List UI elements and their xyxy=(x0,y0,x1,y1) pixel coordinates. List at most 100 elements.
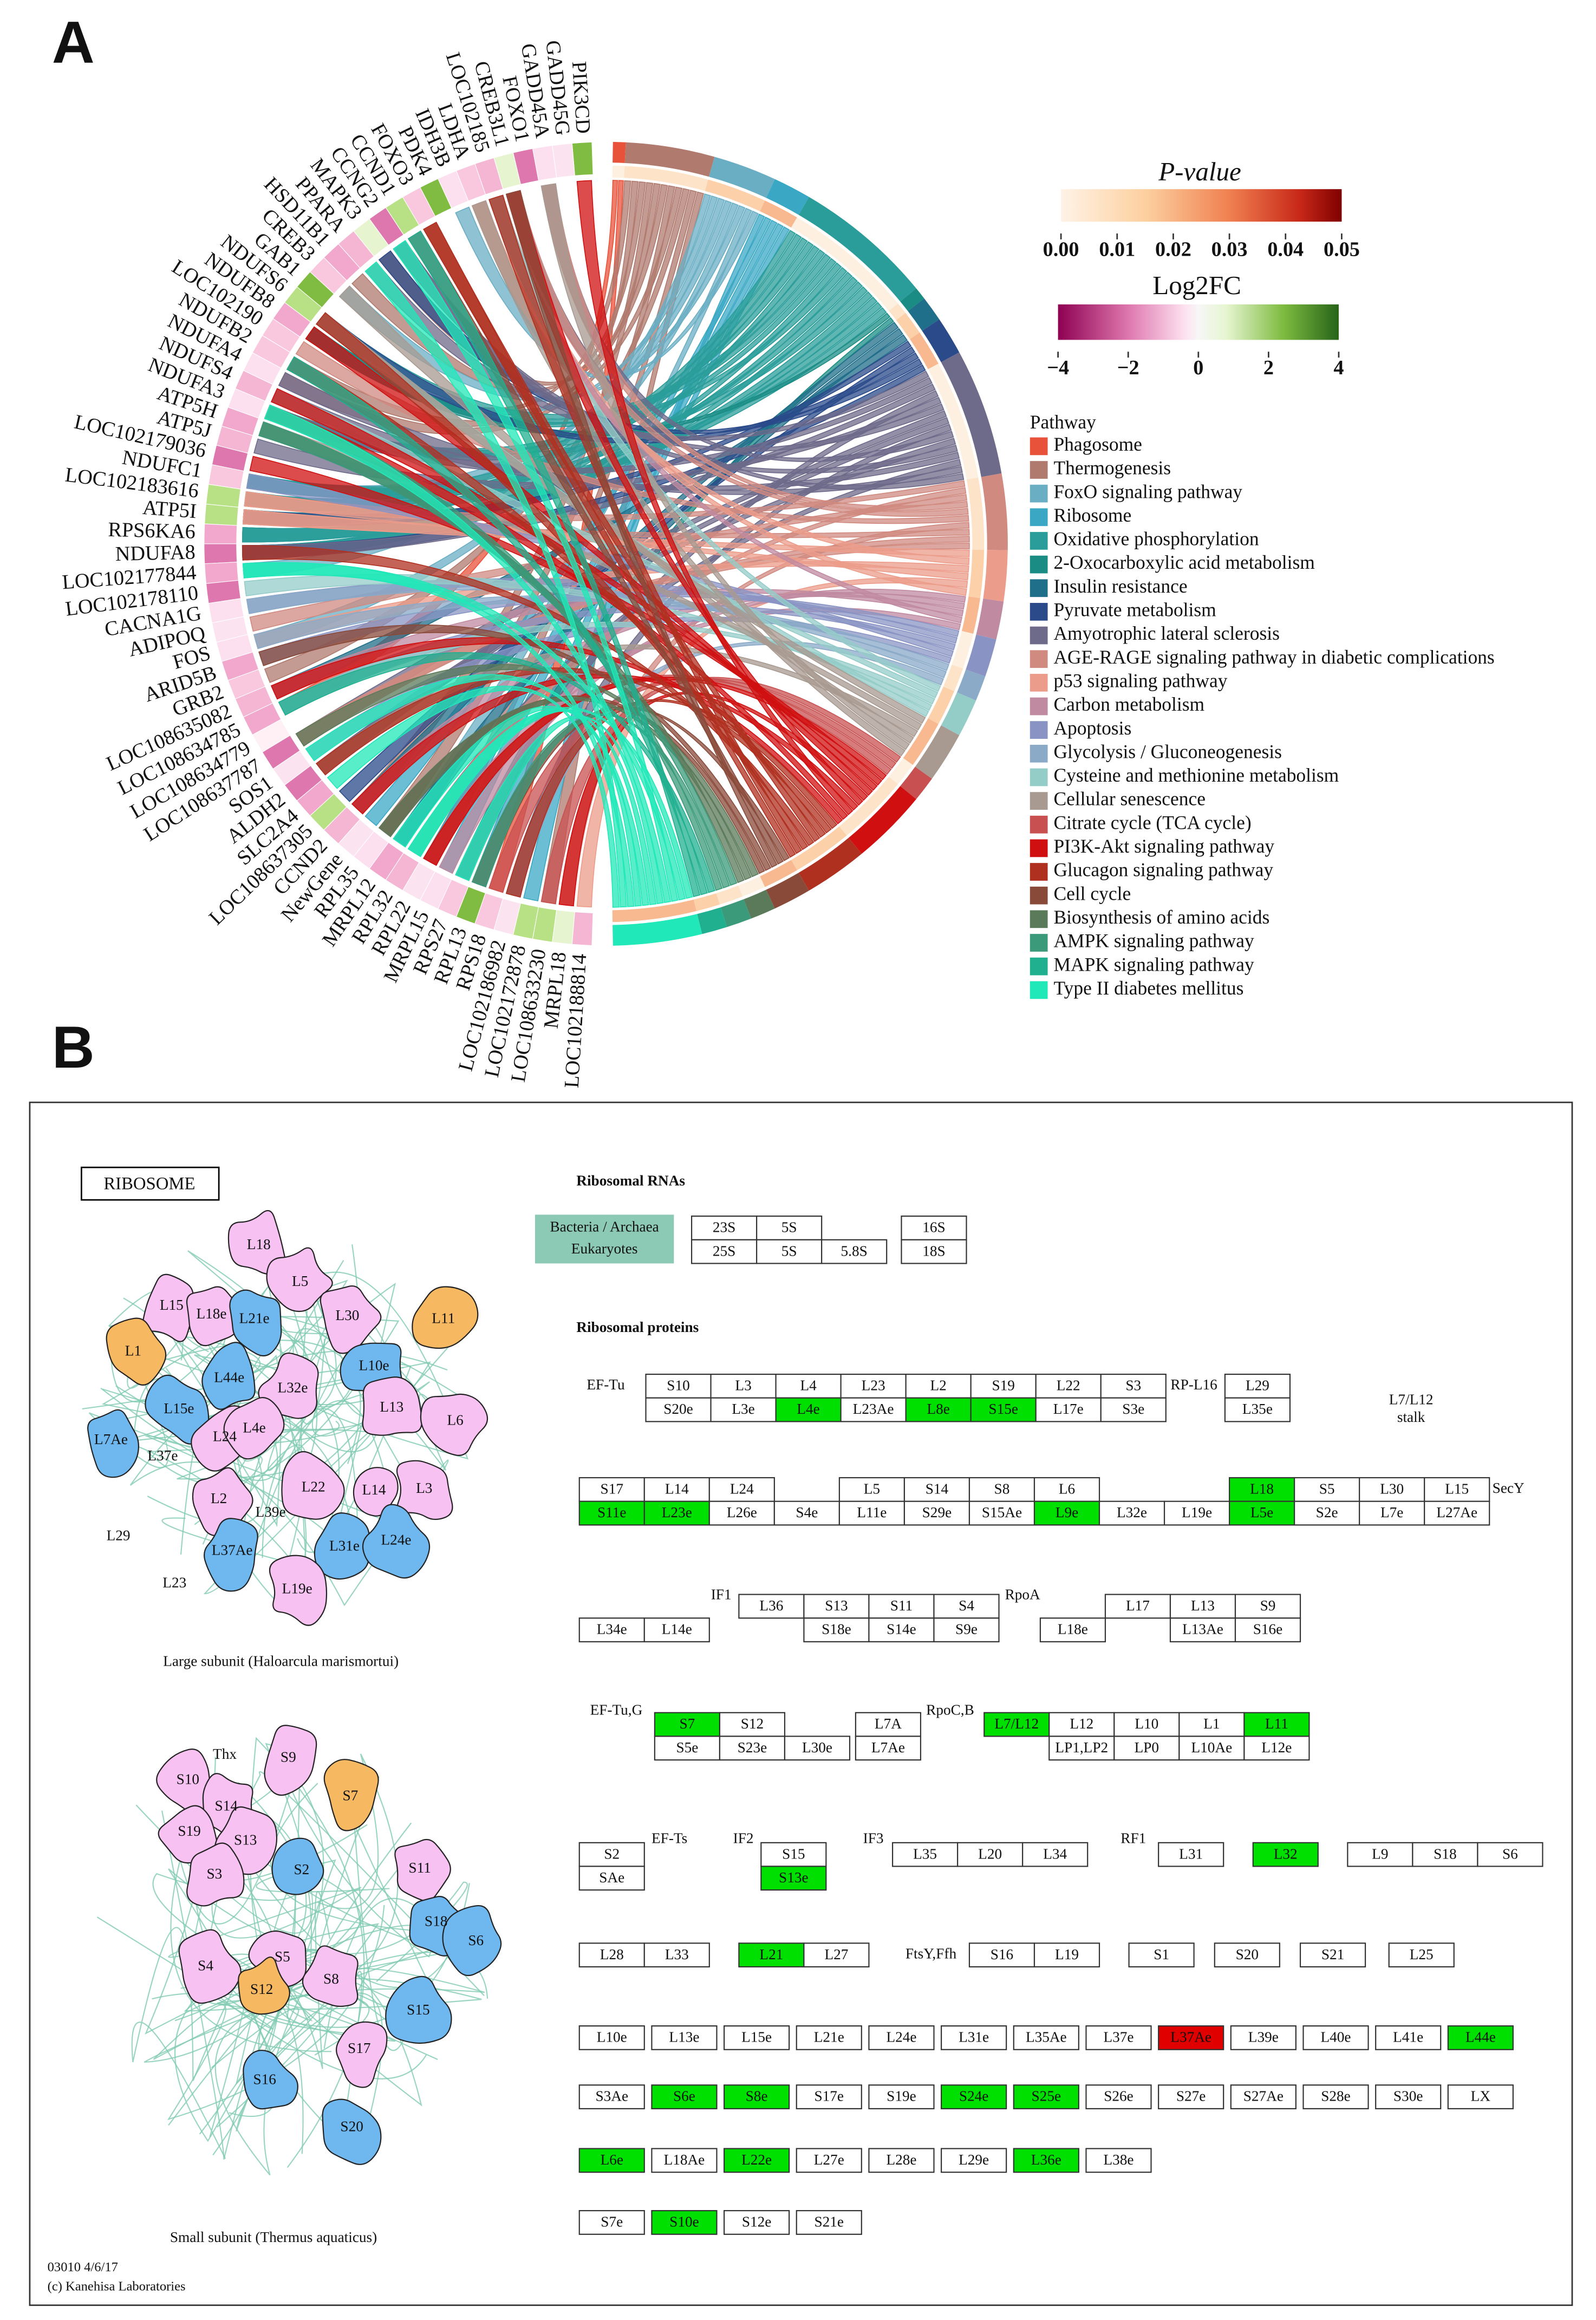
protein-blob xyxy=(178,1929,242,2004)
gene-box-label: L10 xyxy=(1135,1715,1158,1732)
heatmap-cell xyxy=(338,819,375,857)
heatmap-cell xyxy=(234,686,273,718)
gene-box-label: L4 xyxy=(800,1377,817,1394)
heatmap-cell xyxy=(243,703,282,736)
heatmap-cell xyxy=(205,580,241,604)
heatmap-cell xyxy=(204,562,239,584)
legend-swatch xyxy=(1030,957,1048,976)
gene-box xyxy=(719,1712,786,1737)
legend-swatch xyxy=(1030,981,1048,999)
gene-box-label: S7e xyxy=(601,2214,623,2230)
gene-box-label: S8 xyxy=(994,1480,1010,1497)
pathway-arc xyxy=(744,889,775,919)
gene-box xyxy=(933,1617,1000,1642)
protein-blob xyxy=(269,1555,328,1626)
gene-box-label: L28e xyxy=(886,2152,916,2168)
gene-box-label: 16S xyxy=(922,1219,945,1236)
pathway-arc xyxy=(697,907,727,934)
pathway-arc xyxy=(720,899,752,927)
pvalue-arc xyxy=(928,686,955,724)
gene-box xyxy=(643,1477,710,1502)
colorbar-tick-label: 0.04 xyxy=(1267,238,1304,261)
heatmap-cell xyxy=(369,842,404,881)
gene-box-label: L36 xyxy=(759,1597,783,1614)
gene-box-label: L9e xyxy=(1056,1504,1078,1520)
legend-label: Amyotrophic lateral sclerosis xyxy=(1053,622,1279,644)
gene-box-label: L34e xyxy=(597,1621,627,1637)
gene-box-label: S10e xyxy=(669,2214,699,2230)
heatmap-cell xyxy=(552,909,575,945)
gene-box-label: L39e xyxy=(1248,2029,1279,2045)
heatmap-cell xyxy=(353,218,389,257)
protein-label: L18e xyxy=(196,1305,226,1322)
protein-label: S20 xyxy=(340,2118,363,2135)
gene-box-label: S16 xyxy=(991,1946,1013,1962)
gene-box xyxy=(1158,2084,1224,2109)
chord xyxy=(407,230,701,898)
pvalue-arc xyxy=(705,179,765,212)
gene-box-label: LP1,LP2 xyxy=(1055,1739,1108,1756)
gene-box xyxy=(1477,1842,1543,1867)
side-label: RpoA xyxy=(1005,1587,1040,1603)
heatmap-cell xyxy=(221,406,259,436)
legend-swatch xyxy=(1030,484,1048,503)
gene-box xyxy=(941,2025,1007,2050)
gene-box-label: S27Ae xyxy=(1243,2088,1284,2104)
legend-swatch xyxy=(1030,910,1048,928)
gene-box xyxy=(773,1500,840,1526)
gene-box-label: L9 xyxy=(1372,1845,1388,1862)
side-label: SecY xyxy=(1493,1480,1525,1496)
legend-label: Carbon metabolism xyxy=(1053,693,1204,715)
chord xyxy=(576,180,854,816)
protein-label: S2 xyxy=(294,1861,309,1877)
chord xyxy=(488,194,803,854)
colorbar-tick-label: 0.01 xyxy=(1099,238,1135,261)
chord xyxy=(286,356,708,895)
gene-box-label: L11e xyxy=(857,1504,887,1520)
protein-label: S13 xyxy=(234,1831,257,1848)
gene-box xyxy=(1424,1500,1490,1526)
protein-label: S14 xyxy=(215,1798,238,1814)
gene-box-label: S13 xyxy=(825,1597,848,1614)
protein-blob xyxy=(223,1397,285,1460)
gene-box-label: S11 xyxy=(890,1597,913,1614)
legend-swatch xyxy=(1030,768,1048,787)
gene-box-label: S3e xyxy=(1122,1401,1144,1417)
gene-box xyxy=(724,2210,790,2235)
gene-box xyxy=(868,2084,935,2109)
gene-box-label: S12 xyxy=(741,1715,764,1732)
protein-label: S5 xyxy=(275,1948,290,1965)
gene-box-label: S15 xyxy=(782,1845,805,1862)
protein-blob xyxy=(243,2050,298,2110)
chord xyxy=(393,240,679,902)
heatmap-cell xyxy=(532,145,557,181)
colorbar-tick-label: −2 xyxy=(1117,356,1139,379)
gene-box-label: L3e xyxy=(732,1401,754,1417)
gene-box xyxy=(1359,1500,1425,1526)
gene-box-label: L24 xyxy=(730,1480,754,1497)
gene-box-label: L18e xyxy=(1058,1621,1088,1637)
side-label: RpoC,B xyxy=(926,1701,974,1718)
gene-box xyxy=(578,1617,645,1642)
gene-box-label: L17e xyxy=(1053,1401,1084,1417)
protein-label: L15 xyxy=(160,1297,184,1313)
gene-box-label: L37Ae xyxy=(1170,2029,1211,2045)
gene-box-label: L32 xyxy=(1274,1845,1298,1862)
gene-box-label: L35e xyxy=(1242,1401,1273,1417)
heatmap-cell xyxy=(262,735,301,770)
gene-box xyxy=(690,1239,758,1264)
legend-label: Cell cycle xyxy=(1053,882,1131,904)
gene-box xyxy=(868,2025,935,2050)
protein-blob xyxy=(314,1512,370,1580)
gene-box xyxy=(1033,1500,1100,1526)
protein-label: L19e xyxy=(282,1581,312,1597)
legend-swatch xyxy=(1030,721,1048,739)
gene-box-label: S18 xyxy=(1434,1845,1456,1862)
map-title: RIBOSOME xyxy=(103,1174,195,1193)
gene-box xyxy=(578,2210,645,2235)
legend-label: Apoptosis xyxy=(1053,717,1131,739)
gene-label: RPS6KA6 xyxy=(108,518,196,543)
section-heading: Ribosomal RNAs xyxy=(576,1173,685,1189)
protein-blob xyxy=(238,1957,290,2015)
gene-box xyxy=(1234,1594,1301,1619)
